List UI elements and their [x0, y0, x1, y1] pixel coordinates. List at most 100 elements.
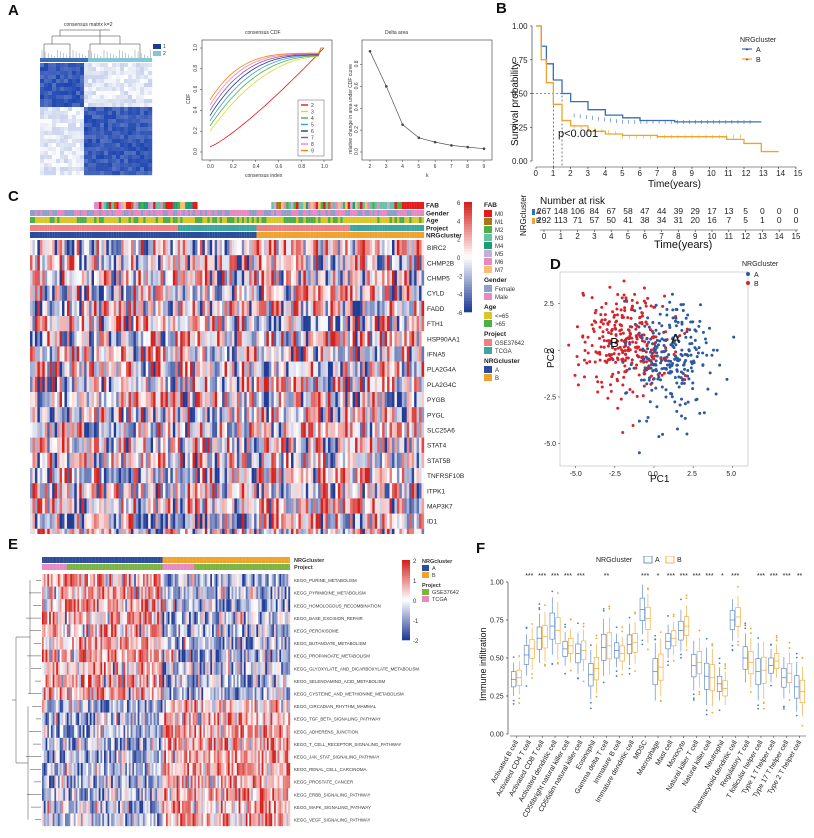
pca-point: [644, 350, 648, 354]
pca-legend-dot-a: [746, 272, 750, 276]
pca-legend-label-b: B: [754, 281, 759, 288]
c-legend-title-gender: Gender: [484, 277, 507, 284]
survival-ylabel: Survival probability: [510, 62, 521, 146]
pca-point: [685, 432, 689, 436]
km-curve-b: [536, 25, 779, 153]
pca-point: [601, 322, 605, 326]
pca-point: [637, 332, 641, 336]
pca-point: [596, 380, 600, 384]
boxplot-ytick: 1.00: [490, 580, 504, 587]
pca-point: [590, 323, 594, 327]
pca-point: [624, 391, 628, 395]
c-legend-label: Male: [495, 295, 509, 301]
c-legend-label: B: [495, 376, 499, 382]
c-legend-swatch: [484, 218, 492, 225]
pca-point: [686, 354, 690, 358]
pca-point: [701, 351, 705, 355]
pca-point: [646, 316, 650, 320]
pca-point: [639, 359, 643, 363]
pca-point: [647, 378, 651, 382]
gene-label: HSP90AA1: [427, 336, 460, 343]
pca-point: [608, 285, 612, 289]
pca-point: [607, 358, 611, 362]
pca-point: [658, 312, 662, 316]
pca-point: [616, 358, 620, 362]
pca-point: [642, 286, 646, 290]
pca-point: [686, 400, 690, 404]
panel-f-boxplot: NRGcluster A B Immune infiltration 1.00 0.…: [478, 556, 806, 819]
significance-mark: ***: [705, 573, 713, 580]
pca-point: [662, 350, 666, 354]
gene-label: PYGL: [427, 412, 445, 419]
pca-point: [690, 362, 694, 366]
e-legend-title-project: Project: [422, 583, 441, 589]
km-ytick: 0.50: [512, 90, 528, 99]
pca-point: [631, 340, 635, 344]
km-legend-label-b: B: [756, 57, 761, 64]
pca-point: [612, 352, 616, 356]
risk-value: 71: [573, 215, 583, 225]
pca-point: [633, 345, 637, 349]
pca-point: [621, 360, 625, 364]
pca-point: [609, 383, 613, 387]
gene-label: FADD: [427, 306, 445, 313]
pca-point: [638, 335, 642, 339]
pca-point: [687, 348, 691, 352]
delta-point: [401, 123, 404, 126]
e-scale-tick: -1: [413, 619, 419, 625]
pca-point: [683, 416, 687, 420]
c-annot-label-nrgcluster: NRGcluster: [426, 233, 462, 240]
pca-point: [606, 344, 610, 348]
risk-value: 5: [743, 206, 748, 216]
cdf-xtick: 1.0: [321, 164, 328, 170]
risk-xtick: 7: [659, 232, 664, 241]
pca-point: [674, 350, 678, 354]
pca-point: [635, 301, 639, 305]
pca-point: [622, 375, 626, 379]
km-ytick: 0.25: [512, 123, 528, 132]
km-xtick: 10: [707, 169, 716, 178]
pca-point: [680, 328, 684, 332]
pca-point: [583, 340, 587, 344]
delta-ytick: 0.4: [354, 104, 360, 111]
pca-point: [693, 346, 697, 350]
pca-point: [610, 356, 614, 360]
pca-point: [674, 355, 678, 359]
pca-point: [661, 432, 665, 436]
pca-label-a: A: [671, 331, 680, 346]
cdf-xlabel: consensus index: [245, 173, 283, 179]
risk-value: 0: [777, 215, 782, 225]
pca-xtick: 5.0: [726, 471, 736, 478]
gene-label: STAT5B: [427, 458, 451, 465]
risk-xtick: 15: [792, 232, 801, 241]
pca-point: [585, 361, 589, 365]
c-scale-tick: -4: [457, 293, 463, 299]
pca-point: [670, 395, 674, 399]
matrix-legend-label-1: 1: [163, 44, 166, 50]
pathway-label: KEGG_HOMOLOGOUS_RECOMBINATION: [294, 603, 381, 608]
pca-xtick: 2.5: [687, 471, 697, 478]
pca-point: [683, 331, 687, 335]
pca-point: [634, 334, 638, 338]
pca-point: [598, 358, 602, 362]
pathway-label: KEGG_PYRIMIDINE_METABOLISM: [294, 591, 366, 596]
pca-point: [668, 300, 672, 304]
pca-legend-dot-b: [746, 281, 750, 285]
pca-point: [648, 400, 652, 404]
pca-point: [661, 304, 665, 308]
km-curve-a: [536, 25, 762, 123]
pca-point: [616, 293, 620, 297]
pca-point: [698, 319, 702, 323]
cdf-ylabel: CDF: [186, 94, 192, 104]
pca-point: [623, 342, 627, 346]
pca-point: [663, 357, 667, 361]
pca-point: [622, 279, 626, 283]
pca-point: [651, 331, 655, 335]
pathway-label: KEGG_T_CELL_RECEPTOR_SIGNALING_PATHWAY: [294, 742, 401, 747]
e-legend-label: TCGA: [432, 597, 448, 603]
pca-point: [675, 363, 679, 367]
pca-point: [732, 335, 736, 339]
pca-point: [649, 382, 653, 386]
pca-point: [669, 359, 673, 363]
significance-mark: ***: [783, 573, 791, 580]
